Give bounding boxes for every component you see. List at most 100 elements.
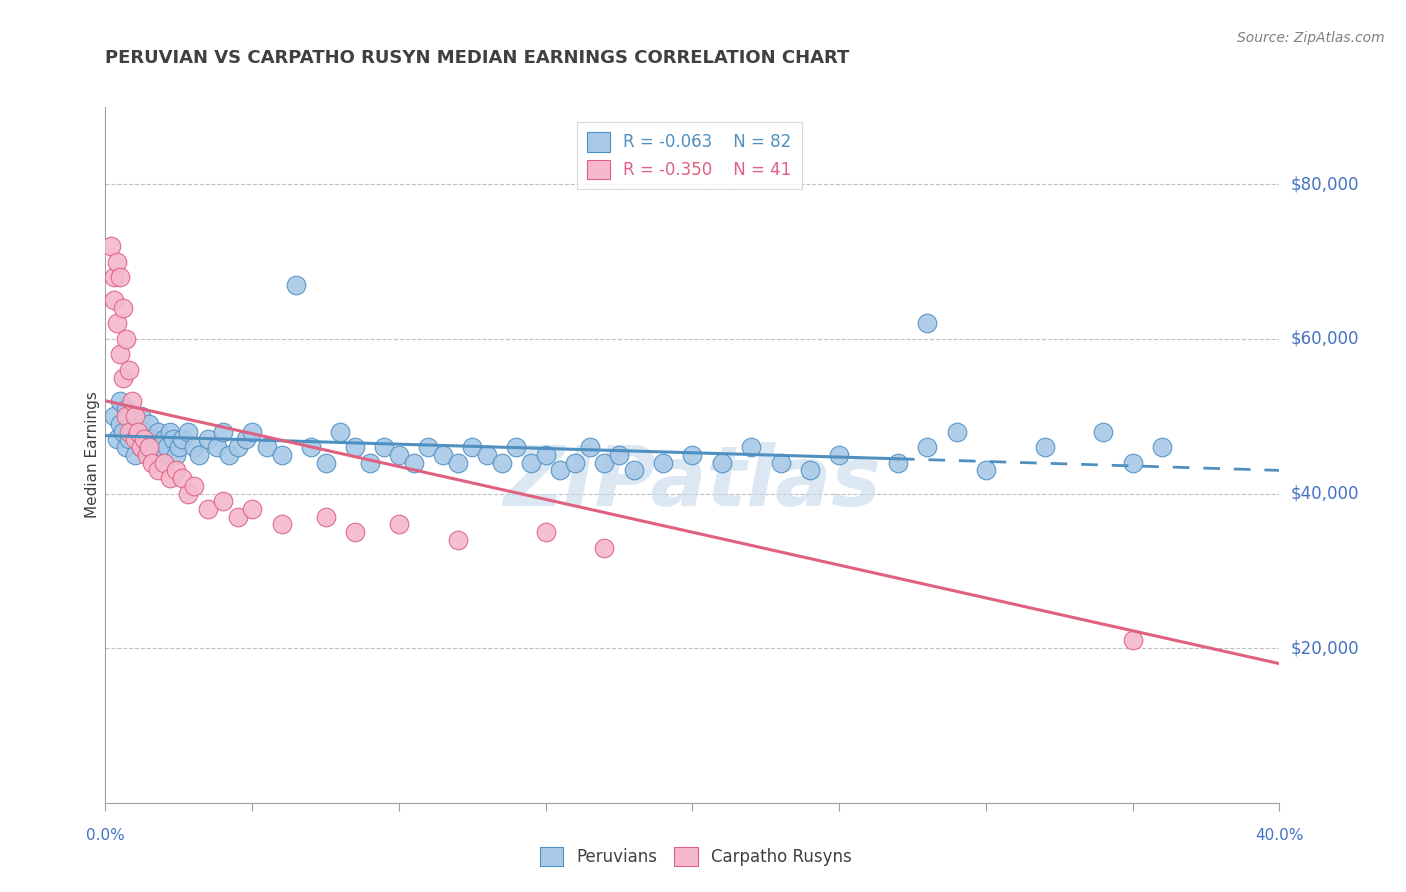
Point [461, 440, 484, 454]
Point [115, 409, 138, 424]
Point [226, 509, 249, 524]
Point [828, 448, 851, 462]
Point [329, 425, 352, 439]
Point [124, 448, 146, 462]
Point [176, 486, 198, 500]
Point [205, 440, 228, 454]
Point [112, 370, 135, 384]
Point [108, 393, 131, 408]
Legend: Peruvians, Carpatho Rusyns: Peruvians, Carpatho Rusyns [533, 840, 859, 873]
Point [607, 448, 630, 462]
Point [682, 448, 704, 462]
Point [218, 448, 240, 462]
Point [103, 293, 125, 308]
Point [432, 448, 454, 462]
Point [118, 363, 141, 377]
Point [121, 425, 143, 439]
Point [170, 471, 193, 485]
Point [115, 440, 138, 454]
Point [115, 401, 138, 416]
Text: $60,000: $60,000 [1291, 330, 1360, 348]
Point [240, 425, 263, 439]
Point [197, 502, 219, 516]
Point [105, 254, 128, 268]
Point [188, 448, 211, 462]
Point [593, 456, 616, 470]
Point [343, 525, 366, 540]
Point [132, 425, 155, 439]
Point [129, 440, 152, 454]
Point [124, 433, 146, 447]
Point [505, 440, 527, 454]
Point [121, 393, 143, 408]
Point [162, 433, 184, 447]
Point [270, 448, 292, 462]
Point [550, 463, 572, 477]
Point [1122, 456, 1144, 470]
Point [138, 440, 160, 454]
Point [211, 425, 233, 439]
Point [578, 440, 600, 454]
Text: $20,000: $20,000 [1291, 640, 1360, 657]
Point [170, 433, 193, 447]
Point [135, 433, 157, 447]
Point [359, 456, 381, 470]
Text: $80,000: $80,000 [1291, 176, 1360, 194]
Point [112, 301, 135, 315]
Point [887, 456, 910, 470]
Point [183, 479, 205, 493]
Point [1033, 440, 1056, 454]
Point [299, 440, 322, 454]
Point [135, 448, 157, 462]
Point [105, 433, 128, 447]
Point [165, 448, 187, 462]
Point [974, 463, 997, 477]
Point [593, 541, 616, 555]
Point [108, 347, 131, 361]
Point [945, 425, 967, 439]
Point [740, 440, 762, 454]
Point [534, 448, 557, 462]
Point [1150, 440, 1173, 454]
Point [143, 440, 166, 454]
Point [141, 433, 163, 447]
Point [148, 425, 170, 439]
Point [100, 239, 122, 253]
Point [270, 517, 292, 532]
Point [118, 409, 141, 424]
Point [148, 463, 170, 477]
Point [534, 525, 557, 540]
Y-axis label: Median Earnings: Median Earnings [84, 392, 100, 518]
Point [446, 456, 468, 470]
Point [388, 517, 411, 532]
Point [167, 440, 190, 454]
Point [165, 463, 187, 477]
Point [315, 509, 337, 524]
Point [156, 440, 179, 454]
Point [240, 502, 263, 516]
Legend: R = -0.063    N = 82, R = -0.350    N = 41: R = -0.063 N = 82, R = -0.350 N = 41 [576, 122, 801, 189]
Point [176, 425, 198, 439]
Point [710, 456, 733, 470]
Point [124, 409, 146, 424]
Point [652, 456, 675, 470]
Point [343, 440, 366, 454]
Point [118, 425, 141, 439]
Point [315, 456, 337, 470]
Point [159, 425, 181, 439]
Point [520, 456, 543, 470]
Point [103, 409, 125, 424]
Point [150, 448, 173, 462]
Point [235, 433, 257, 447]
Point [141, 456, 163, 470]
Point [769, 456, 792, 470]
Point [129, 409, 152, 424]
Point [112, 425, 135, 439]
Point [138, 440, 160, 454]
Point [127, 425, 149, 439]
Point [197, 433, 219, 447]
Point [105, 317, 128, 331]
Text: Source: ZipAtlas.com: Source: ZipAtlas.com [1237, 31, 1385, 45]
Point [799, 463, 821, 477]
Point [446, 533, 468, 547]
